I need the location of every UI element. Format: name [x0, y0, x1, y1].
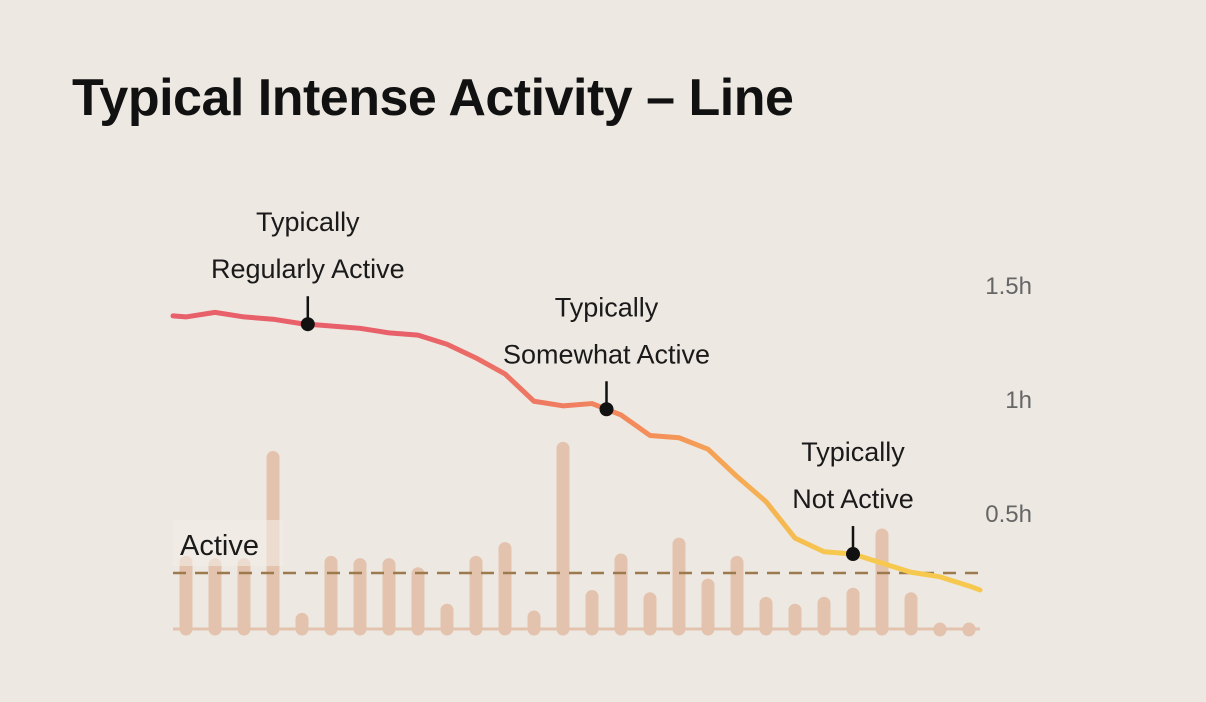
y-tick-label: 1h [1005, 387, 1032, 414]
annotation-marker [300, 317, 315, 332]
y-tick-label: 0.5h [985, 501, 1032, 528]
annotation-marker [846, 547, 860, 562]
annotation-marker [599, 402, 614, 417]
threshold-label-bg [173, 520, 283, 566]
annotation-label: Not Active [792, 484, 914, 514]
annotation-label: Typically [555, 292, 659, 322]
y-tick-label: 1.5h [985, 273, 1032, 300]
threshold-label: Active [180, 530, 259, 562]
annotation-label: Regularly Active [211, 254, 405, 284]
chart-title: Typical Intense Activity – Line [72, 69, 794, 127]
annotation-label: Somewhat Active [503, 339, 710, 369]
annotation-label: Typically [256, 207, 360, 237]
annotation-label: Typically [801, 437, 905, 467]
